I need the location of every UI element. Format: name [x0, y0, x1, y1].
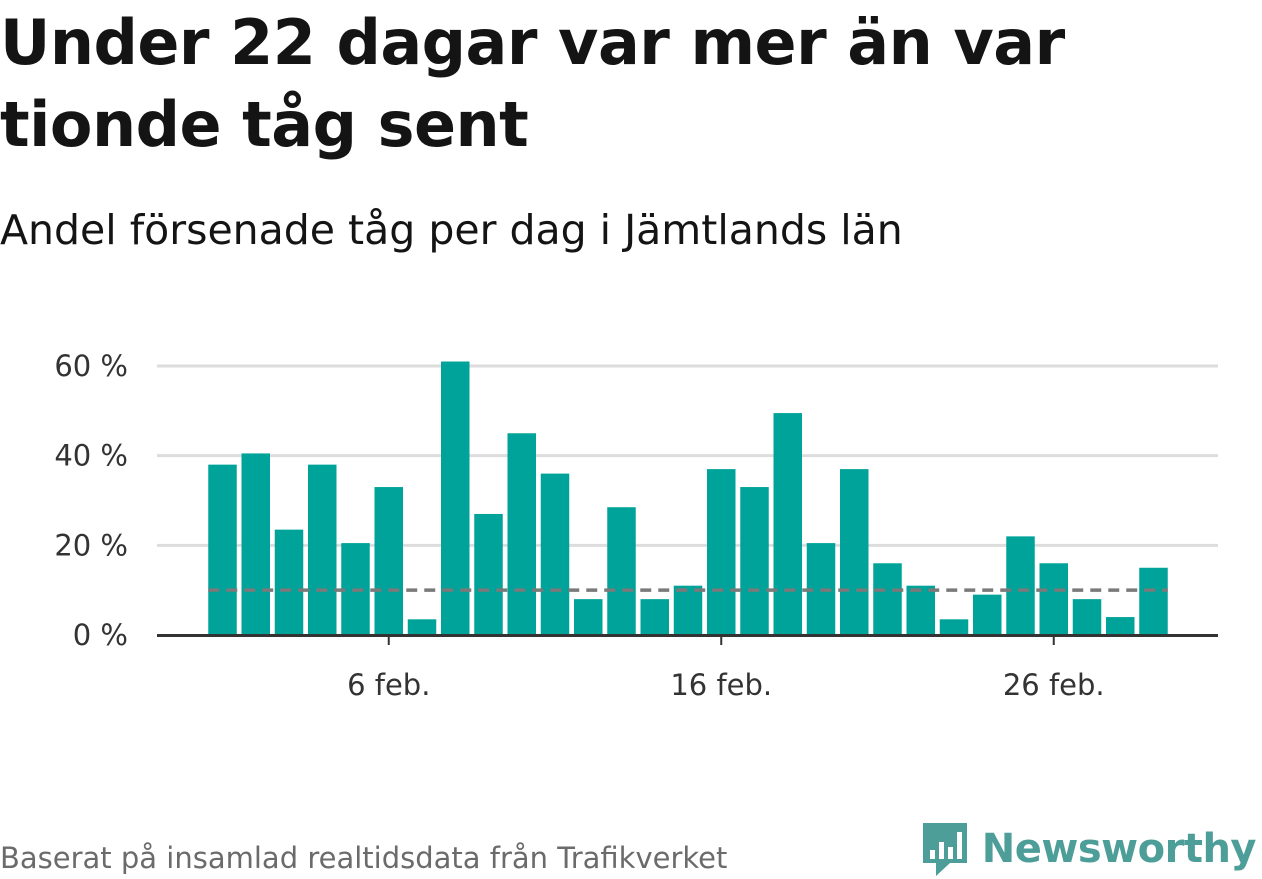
x-tick-label: 16 feb. [670, 668, 772, 702]
bar [640, 599, 669, 635]
bar [241, 453, 270, 635]
x-tick-label: 26 feb. [1003, 668, 1105, 702]
bar [873, 563, 902, 635]
y-tick-label: 20 % [54, 528, 128, 562]
bar [1106, 617, 1135, 635]
newsworthy-logo: Newsworthy [920, 820, 1257, 878]
bar [507, 433, 536, 635]
source-note: Baserat på insamlad realtidsdata från Tr… [0, 841, 728, 875]
bar [540, 473, 570, 635]
bar [441, 361, 470, 635]
bar [1139, 567, 1168, 635]
bar [308, 464, 337, 635]
x-axis [157, 634, 1218, 645]
x-tick-label: 6 feb. [347, 668, 430, 702]
bar [208, 464, 237, 635]
bar [407, 619, 437, 635]
y-tick-label: 60 % [54, 349, 128, 383]
bar [1039, 563, 1068, 635]
brand-name: Newsworthy [981, 826, 1257, 872]
chart-title: Under 22 dagar var mer än var tionde tåg… [0, 6, 1065, 161]
bar [740, 487, 769, 635]
chart-subtitle: Andel försenade tåg per dag i Jämtlands … [0, 206, 903, 254]
bar [939, 619, 969, 635]
bars [208, 361, 1168, 635]
y-axis-labels: 0 % 20 % 40 % 60 % [54, 349, 128, 652]
bar [1006, 536, 1035, 635]
bar [840, 469, 869, 635]
bar [707, 469, 736, 635]
bar [1072, 599, 1102, 635]
bar [374, 487, 403, 635]
newsworthy-logo-icon [922, 823, 967, 876]
bar [274, 529, 304, 635]
bar [673, 585, 703, 635]
bar [607, 507, 636, 635]
bar-chart: 0 % 20 % 40 % 60 % 6 feb. 16 feb. 26 feb. [54, 349, 1218, 702]
bar [474, 513, 503, 635]
x-axis-labels: 6 feb. 16 feb. 26 feb. [347, 668, 1105, 702]
y-tick-label: 40 % [54, 439, 128, 473]
y-tick-label: 0 % [73, 618, 128, 652]
bar [973, 594, 1002, 635]
bar [906, 585, 935, 635]
bar [773, 413, 802, 635]
bar [574, 599, 603, 635]
